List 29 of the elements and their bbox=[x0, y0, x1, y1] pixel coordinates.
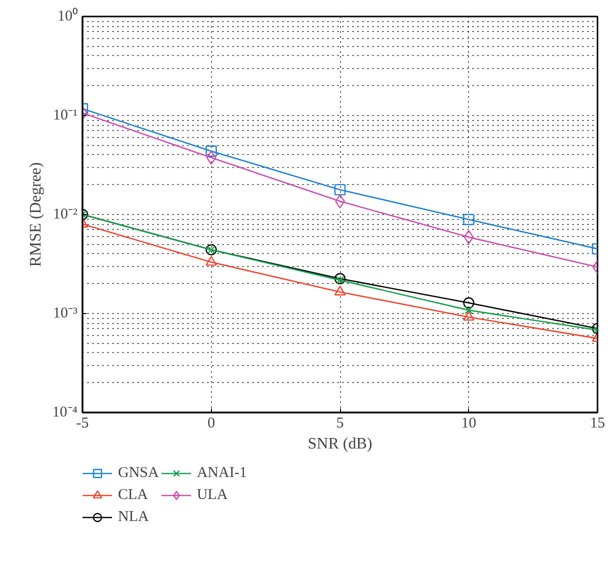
point bbox=[336, 276, 344, 284]
point bbox=[463, 214, 474, 226]
y-tick-label: 10⁻⁴ bbox=[52, 404, 78, 420]
point bbox=[206, 145, 217, 157]
x-tick-label: -5 bbox=[76, 416, 89, 432]
x-tick-label: 5 bbox=[336, 416, 344, 432]
y-axis-title: RMSE (Degree) bbox=[27, 162, 44, 267]
x-tick-label: 15 bbox=[590, 416, 605, 432]
y-tick-label: 10⁻² bbox=[53, 206, 78, 222]
point bbox=[464, 306, 473, 314]
point bbox=[334, 184, 346, 196]
point bbox=[463, 310, 474, 321]
legend-label: GNSA bbox=[118, 464, 159, 482]
x-tick-label: 10 bbox=[461, 416, 476, 432]
legend-label: CLA bbox=[118, 486, 148, 504]
point bbox=[334, 286, 346, 296]
x-tick-label: 0 bbox=[208, 416, 215, 432]
y-tick-label: 10⁰ bbox=[58, 8, 78, 24]
point bbox=[334, 273, 346, 284]
x-axis-title: SNR (dB) bbox=[308, 436, 372, 452]
legend-label: ANAI-1 bbox=[196, 464, 247, 482]
point bbox=[206, 256, 217, 266]
legend-label: NLA bbox=[118, 508, 149, 526]
y-tick-label: 10⁻³ bbox=[53, 306, 78, 322]
legend-label: ULA bbox=[196, 486, 228, 504]
point bbox=[206, 150, 216, 165]
point bbox=[463, 297, 474, 308]
y-tick-label: 10⁻¹ bbox=[53, 108, 78, 124]
point bbox=[464, 230, 474, 244]
